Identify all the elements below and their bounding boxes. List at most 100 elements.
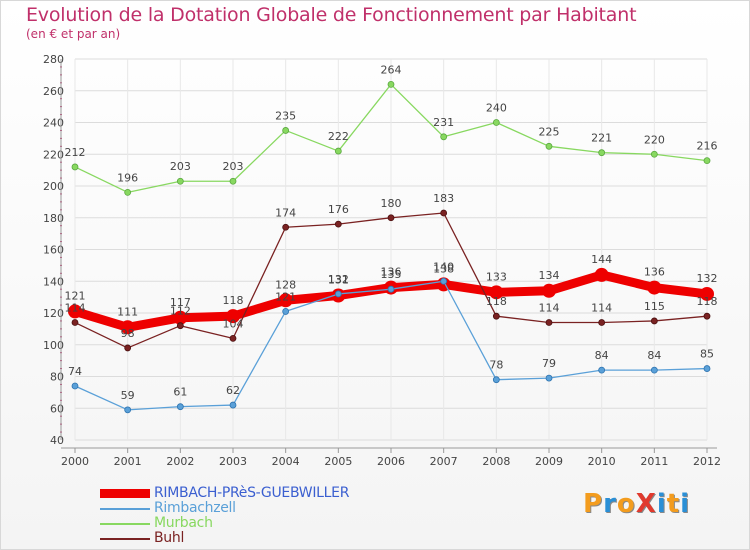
data-label: 196 (117, 171, 138, 184)
data-point (542, 283, 556, 298)
y-tick-label: 200 (43, 180, 64, 193)
data-label: 136 (644, 266, 665, 279)
data-point (700, 286, 714, 301)
data-label: 240 (486, 102, 507, 115)
x-tick-label: 2002 (166, 455, 194, 468)
y-tick-label: 120 (43, 307, 64, 320)
data-point (545, 142, 553, 150)
data-point (492, 376, 500, 384)
data-label: 128 (275, 278, 296, 291)
data-label: 225 (539, 125, 560, 138)
x-tick-label: 2007 (430, 455, 458, 468)
y-tick-label: 80 (50, 371, 64, 384)
data-label: 264 (381, 63, 402, 76)
data-point (229, 177, 237, 185)
data-label: 84 (595, 349, 609, 362)
data-label: 144 (591, 253, 612, 266)
chart-subtitle: (en € et par an) (26, 27, 121, 41)
legend-label: Murbach (154, 515, 213, 531)
data-point (124, 406, 132, 414)
data-label: 111 (117, 305, 138, 318)
data-label: 114 (591, 302, 612, 315)
data-label: 59 (121, 389, 135, 402)
data-point (173, 310, 188, 325)
legend-label: Rimbachzell (154, 500, 236, 516)
data-label: 216 (697, 140, 718, 153)
data-label: 84 (647, 349, 661, 362)
data-label: 174 (275, 206, 296, 219)
data-point (278, 293, 293, 308)
data-point (492, 312, 500, 320)
data-point (545, 319, 553, 326)
data-point (650, 366, 658, 374)
data-point (120, 320, 135, 335)
y-tick-label: 60 (50, 402, 64, 415)
data-point (703, 157, 711, 165)
legend-item: Buhl (100, 531, 349, 546)
data-label: 121 (65, 289, 86, 302)
data-label: 176 (328, 203, 349, 216)
data-point (229, 401, 237, 409)
y-tick-label: 280 (43, 53, 64, 66)
data-point (176, 322, 184, 330)
data-point (282, 127, 290, 134)
data-label: 79 (542, 357, 556, 370)
data-point (440, 209, 448, 217)
x-tick-label: 2001 (114, 455, 142, 468)
data-point (650, 150, 658, 158)
legend-item: Murbach (100, 516, 349, 531)
proxiti-logo: ProXiti (583, 489, 691, 519)
data-label: 118 (697, 295, 718, 308)
data-point (282, 223, 290, 231)
data-point (124, 188, 132, 196)
data-label: 136 (381, 266, 402, 279)
data-label: 235 (275, 109, 296, 122)
data-point (489, 285, 504, 300)
data-label: 114 (539, 302, 560, 315)
y-tick-label: 180 (43, 212, 64, 225)
data-label: 121 (275, 290, 296, 303)
line-chart: 40 60 80 100 120 140 160 180 200 220 240 260 280 2000… (43, 53, 721, 468)
data-point (226, 309, 240, 324)
legend-swatch (100, 522, 150, 525)
data-label: 231 (433, 116, 454, 129)
data-point (492, 119, 500, 126)
legend-item: RIMBACH-PRèS-GUEBWILLER (100, 486, 349, 501)
data-label: 138 (433, 262, 454, 275)
data-point (598, 366, 606, 374)
data-point (229, 334, 237, 342)
legend-swatch (100, 537, 150, 540)
y-tick-label: 220 (43, 148, 64, 161)
data-point (598, 149, 606, 157)
data-point (176, 403, 184, 411)
data-point (703, 365, 711, 372)
data-point (387, 285, 395, 293)
legend-label: Buhl (154, 530, 185, 546)
data-label: 221 (591, 132, 612, 145)
data-label: 183 (433, 192, 454, 205)
data-point (334, 147, 342, 155)
data-point (71, 319, 79, 326)
data-point (387, 81, 395, 88)
data-label: 131 (328, 274, 349, 287)
data-point (71, 163, 79, 171)
data-point (647, 280, 662, 295)
data-point (71, 382, 79, 390)
data-label: 222 (328, 130, 349, 143)
data-label: 85 (700, 348, 714, 361)
x-tick-label: 2010 (588, 455, 616, 468)
data-point (334, 290, 342, 298)
y-tick-label: 100 (43, 339, 64, 352)
x-tick-label: 2003 (219, 455, 247, 468)
y-tick-label: 40 (50, 434, 64, 447)
data-label: 132 (328, 273, 349, 286)
data-point (68, 304, 82, 319)
data-label: 133 (486, 270, 507, 283)
data-label: 115 (644, 300, 665, 313)
data-label: 135 (381, 268, 402, 281)
x-tick-label: 2012 (693, 455, 721, 468)
data-label: 134 (539, 269, 560, 282)
x-tick-label: 2005 (324, 455, 352, 468)
data-point (440, 277, 448, 285)
